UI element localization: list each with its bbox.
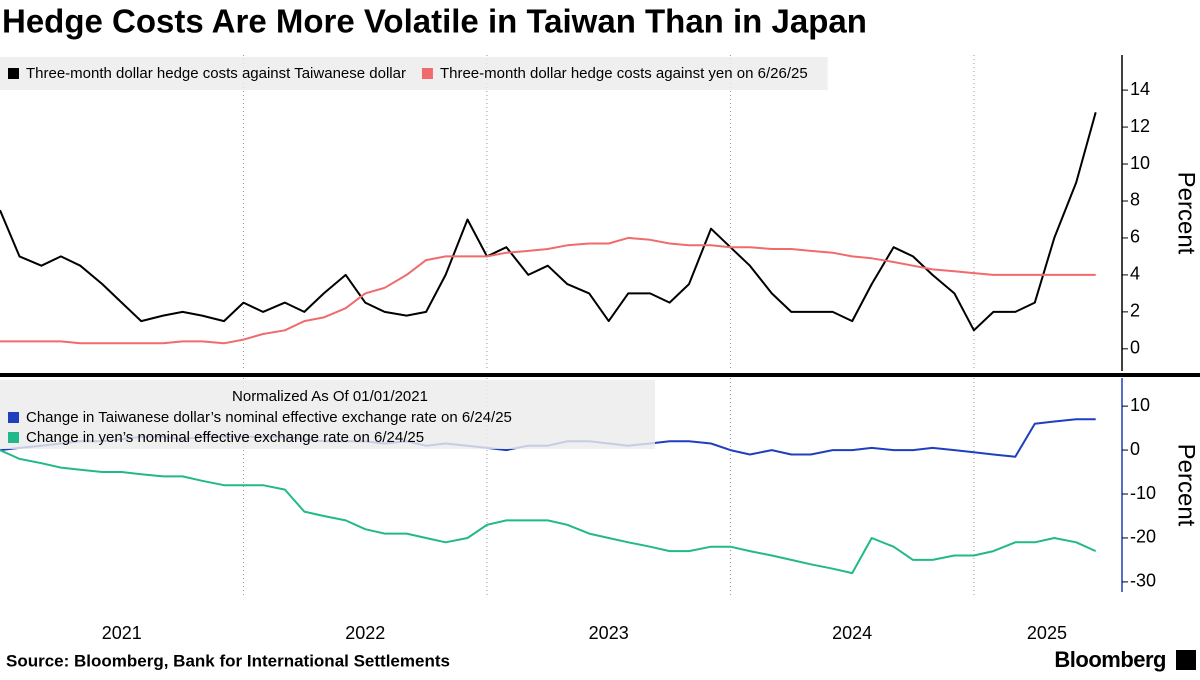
legend-swatch xyxy=(421,68,433,79)
y-tick-label: 10 xyxy=(1130,395,1150,415)
series-line xyxy=(0,449,1097,575)
y-tick-label: 0 xyxy=(1130,338,1140,358)
y-tick-label: 10 xyxy=(1130,153,1150,173)
legend: Normalized As Of 01/01/2021 Change in Tai… xyxy=(0,380,655,449)
y-axis-title: Percent xyxy=(1173,172,1200,255)
x-tick-label: 2024 xyxy=(832,623,872,643)
x-tick-label: 2021 xyxy=(102,623,142,643)
legend-background xyxy=(0,380,655,449)
y-axis-title: Percent xyxy=(1173,444,1200,527)
y-tick-label: -30 xyxy=(1130,571,1156,591)
legend-label: Change in Taiwanese dollar’s nominal eff… xyxy=(26,409,512,426)
y-tick-label: 12 xyxy=(1130,116,1150,136)
legend-swatch xyxy=(8,432,19,443)
y-tick-label: -10 xyxy=(1130,483,1156,503)
y-tick-label: 14 xyxy=(1130,79,1150,99)
legend-subtitle: Normalized As Of 01/01/2021 xyxy=(232,388,428,405)
x-tick-label: 2022 xyxy=(345,623,385,643)
source: Source: Bloomberg, Bank for Internationa… xyxy=(6,651,450,670)
brand-icon xyxy=(1176,650,1196,670)
legend-label: Three-month dollar hedge costs against T… xyxy=(26,65,406,82)
x-tick-label: 2023 xyxy=(589,623,629,643)
legend: Three-month dollar hedge costs against T… xyxy=(0,57,828,90)
x-tick-label: 2025 xyxy=(1027,623,1067,643)
brand: Bloomberg xyxy=(1054,647,1166,672)
y-tick-label: 2 xyxy=(1130,301,1140,321)
y-tick-label: 4 xyxy=(1130,264,1140,284)
series-line xyxy=(0,112,1097,332)
y-tick-label: 6 xyxy=(1130,227,1140,247)
chart-title: Hedge Costs Are More Volatile in Taiwan … xyxy=(2,3,867,40)
legend-label: Change in yen’s nominal effective exchan… xyxy=(26,429,424,446)
legend-swatch xyxy=(8,68,19,79)
legend-background xyxy=(0,57,828,90)
y-tick-label: 8 xyxy=(1130,190,1140,210)
series-line xyxy=(0,236,1096,345)
y-tick-label: 0 xyxy=(1130,439,1140,459)
y-tick-label: -20 xyxy=(1130,527,1156,547)
legend-swatch xyxy=(8,412,19,423)
legend-label: Three-month dollar hedge costs against y… xyxy=(440,65,808,82)
